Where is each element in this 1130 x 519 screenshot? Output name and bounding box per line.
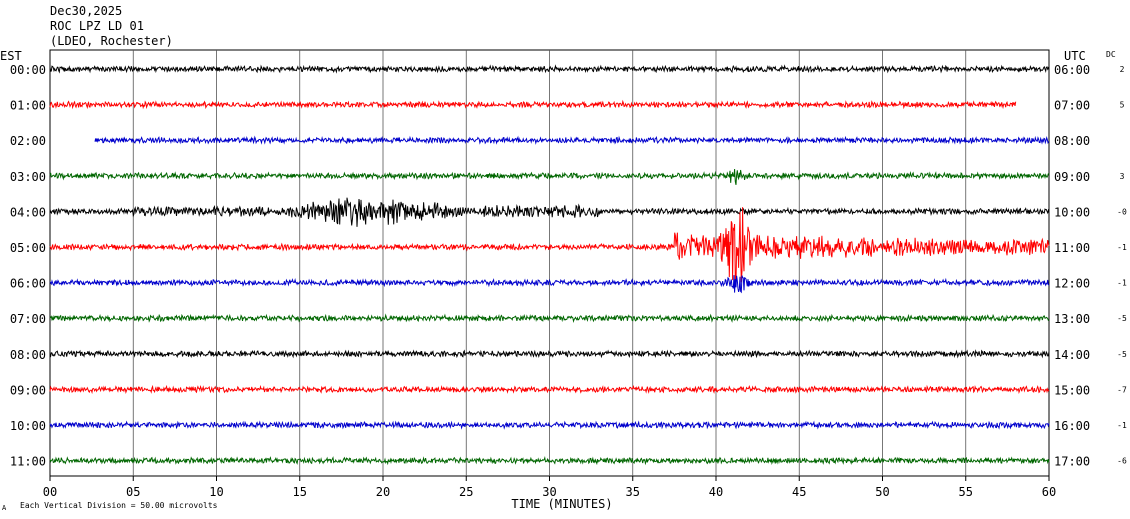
utc-hour-label: 17:00 <box>1054 455 1090 469</box>
x-tick-label: 15 <box>293 485 307 499</box>
x-tick-label: 60 <box>1042 485 1056 499</box>
x-tick-label: 00 <box>43 485 57 499</box>
trace-line <box>49 420 1050 430</box>
utc-hour-label: 15:00 <box>1054 383 1090 397</box>
dc-value-label: -6 <box>1117 457 1127 466</box>
est-hour-label: 08:00 <box>10 348 46 362</box>
dc-axis-label: DC <box>1106 50 1116 59</box>
dc-value-label: -1 <box>1117 421 1127 430</box>
est-hour-label: 02:00 <box>10 134 46 148</box>
est-hour-label: 11:00 <box>10 455 46 469</box>
header: Dec30,2025 ROC LPZ LD 01 (LDEO, Rocheste… <box>50 4 173 48</box>
scale-note: Each Vertical Division = 50.00 microvolt… <box>20 501 218 510</box>
dc-value-label: -1 <box>1117 279 1127 288</box>
trace-line <box>49 275 1050 294</box>
trace-line <box>49 384 1050 395</box>
est-hour-label: 10:00 <box>10 419 46 433</box>
corner-mark: A <box>2 504 7 512</box>
traces <box>49 64 1050 466</box>
trace-line <box>49 207 1050 285</box>
dc-value-label: 2 <box>1120 65 1125 74</box>
x-tick-label: 10 <box>209 485 223 499</box>
trace-line <box>49 168 1050 186</box>
est-hour-label: 01:00 <box>10 99 46 113</box>
x-tick-label: 40 <box>709 485 723 499</box>
est-hour-label: 09:00 <box>10 383 46 397</box>
dc-value-label: 3 <box>1120 172 1125 181</box>
est-hour-label: 05:00 <box>10 241 46 255</box>
est-axis-label: EST <box>0 49 22 63</box>
x-tick-label: 45 <box>792 485 806 499</box>
trace-line <box>94 135 1050 145</box>
utc-hour-label: 07:00 <box>1054 99 1090 113</box>
utc-hour-label: 12:00 <box>1054 277 1090 291</box>
est-hour-label: 00:00 <box>10 63 46 77</box>
trace-line <box>49 99 1017 110</box>
utc-hour-label: 11:00 <box>1054 241 1090 255</box>
dc-value-label: -1 <box>1117 243 1127 252</box>
x-tick-label: 35 <box>626 485 640 499</box>
utc-hour-label: 09:00 <box>1054 170 1090 184</box>
x-axis-ticks: 00 05 10 15 20 25 30 35 40 45 50 55 60 <box>43 476 1056 499</box>
est-hour-label: 03:00 <box>10 170 46 184</box>
dc-value-label: -5 <box>1117 314 1127 323</box>
network-name: (LDEO, Rochester) <box>50 34 173 48</box>
utc-hour-label: 16:00 <box>1054 419 1090 433</box>
x-tick-label: 30 <box>542 485 556 499</box>
dc-value-label: -5 <box>1117 350 1127 359</box>
grid <box>49 49 1050 477</box>
chart-date: Dec30,2025 <box>50 4 122 18</box>
trace-line <box>49 349 1050 359</box>
utc-hour-label: 08:00 <box>1054 134 1090 148</box>
x-tick-label: 55 <box>959 485 973 499</box>
utc-axis-label: UTC <box>1064 49 1086 63</box>
est-hour-label: 04:00 <box>10 205 46 219</box>
trace-line <box>49 64 1050 74</box>
dc-value-label: -0 <box>1117 207 1127 216</box>
x-tick-label: 05 <box>126 485 140 499</box>
est-hour-label: 06:00 <box>10 277 46 291</box>
station-name: ROC LPZ LD 01 <box>50 19 144 33</box>
trace-line <box>49 455 1050 466</box>
utc-hour-label: 06:00 <box>1054 63 1090 77</box>
x-tick-label: 25 <box>459 485 473 499</box>
dc-value-label: 5 <box>1120 101 1125 110</box>
est-hour-label: 07:00 <box>10 312 46 326</box>
dc-value-label: -7 <box>1117 385 1127 394</box>
x-tick-label: 20 <box>376 485 390 499</box>
x-axis-title: TIME (MINUTES) <box>511 497 612 511</box>
utc-hour-label: 10:00 <box>1054 205 1090 219</box>
trace-line <box>49 197 1050 227</box>
trace-line <box>49 313 1050 323</box>
row-labels: 00:00 06:00 2 01:00 07:00 5 02:00 08:00 03:00 09:… <box>10 63 1127 469</box>
utc-hour-label: 14:00 <box>1054 348 1090 362</box>
x-tick-label: 50 <box>875 485 889 499</box>
utc-hour-label: 13:00 <box>1054 312 1090 326</box>
